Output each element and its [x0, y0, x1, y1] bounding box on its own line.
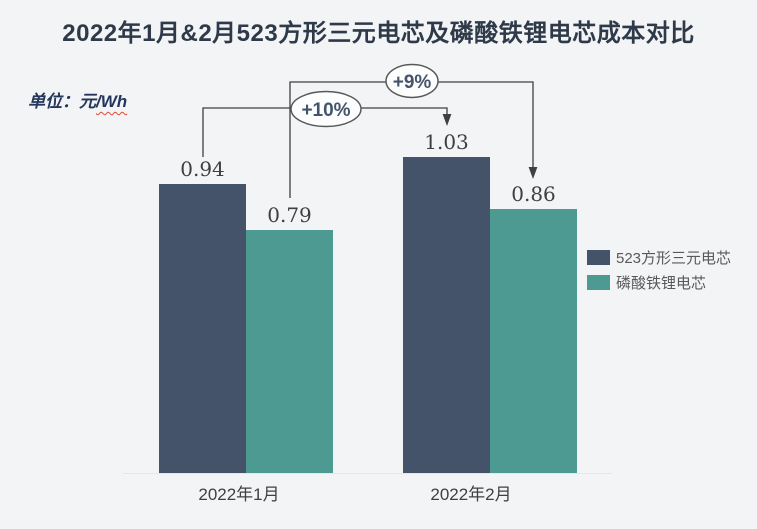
bar-value-label: 0.79: [267, 203, 312, 227]
bar-dark-cat0: [159, 184, 246, 473]
legend-swatch-teal: [587, 275, 610, 290]
x-axis-label-jan: 2022年1月: [198, 485, 280, 504]
chart-title: 2022年1月&2月523方形三元电芯及磷酸铁锂电芯成本对比: [62, 20, 695, 47]
bar-value-label: 0.86: [511, 182, 556, 206]
bar-teal-cat0: [246, 230, 333, 473]
bar-dark-cat1: [403, 157, 490, 473]
legend-label-teal: 磷酸铁锂电芯: [616, 275, 707, 292]
x-axis-label-feb: 2022年2月: [430, 485, 512, 504]
unit-label-suffix: /Wh: [96, 92, 128, 111]
bar-value-label: 1.03: [424, 130, 469, 154]
x-axis-line: [123, 473, 612, 474]
unit-label: 单位：元/Wh: [28, 87, 127, 112]
bar-teal-cat1: [490, 209, 577, 473]
legend: 523方形三元电芯 磷酸铁锂电芯: [587, 250, 731, 300]
legend-swatch-dark: [587, 250, 610, 265]
legend-item-dark: 523方形三元电芯: [587, 250, 732, 267]
legend-label-dark: 523方形三元电芯: [616, 250, 732, 267]
legend-item-teal: 磷酸铁锂电芯: [587, 275, 731, 292]
bar-value-label: 0.94: [180, 157, 225, 181]
unit-label-prefix: 单位：元: [28, 92, 96, 111]
